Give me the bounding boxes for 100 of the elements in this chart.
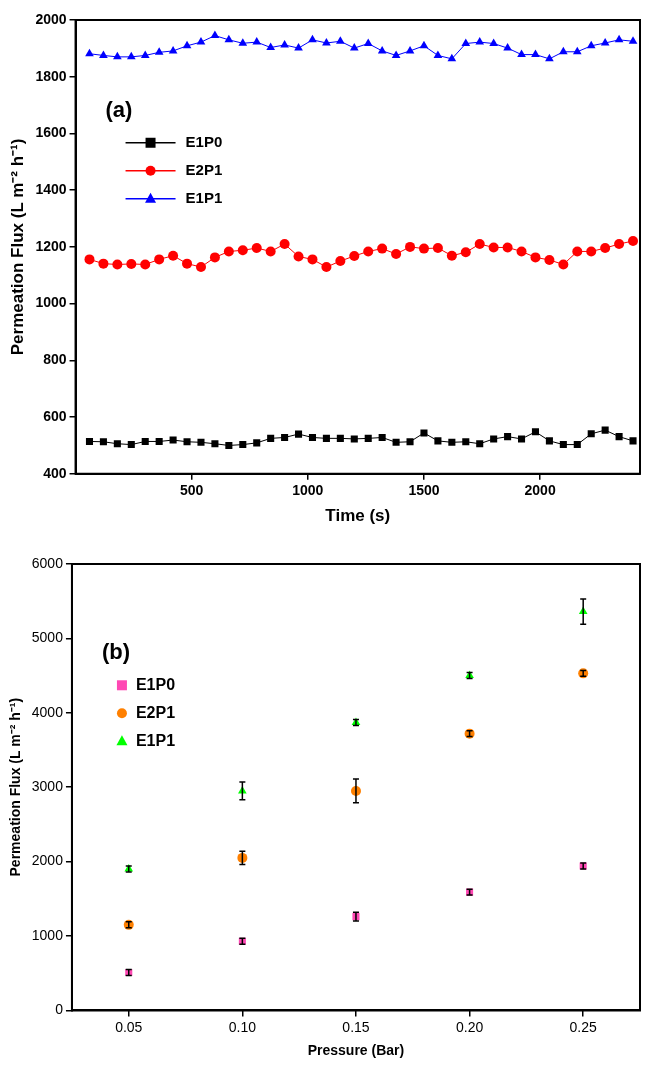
point (490, 435, 498, 443)
point (559, 441, 567, 449)
point (516, 246, 527, 257)
point (587, 430, 595, 438)
point (600, 243, 611, 254)
point (460, 247, 471, 258)
point (85, 48, 94, 57)
point (419, 40, 429, 49)
point (98, 258, 109, 269)
point (629, 437, 637, 445)
y-tick-label: 1800 (35, 67, 67, 84)
legend-label: E1P0 (135, 675, 176, 693)
point (308, 34, 317, 43)
point (448, 438, 456, 446)
point (545, 53, 554, 62)
point (405, 241, 416, 252)
point (558, 259, 569, 270)
x-tick-label: 0.10 (228, 1018, 257, 1035)
y-tick-label: 0 (55, 1001, 64, 1018)
point (517, 49, 526, 58)
point (461, 38, 471, 47)
point (474, 239, 485, 250)
point (462, 438, 470, 446)
point (182, 258, 193, 269)
legend-label: E2P1 (185, 160, 223, 178)
point (418, 243, 429, 254)
point (183, 438, 191, 446)
x-axis-title: Time (s) (325, 506, 391, 526)
point (195, 262, 206, 273)
point (502, 242, 513, 253)
point (238, 38, 248, 46)
point (197, 438, 205, 446)
point (239, 441, 247, 449)
point (377, 243, 388, 254)
point (127, 441, 135, 449)
point (615, 433, 623, 441)
point (266, 42, 275, 51)
point (113, 51, 122, 60)
point (154, 254, 165, 265)
y-axis-title: Permeation Flux (L m⁻² h⁻¹) (7, 138, 27, 356)
point (518, 435, 526, 443)
point (223, 246, 234, 257)
point (211, 440, 219, 448)
point (294, 43, 303, 51)
point (446, 250, 457, 261)
point (182, 40, 192, 49)
point (531, 49, 540, 58)
point (586, 246, 597, 257)
point (378, 433, 386, 442)
y-tick-label: 3000 (31, 778, 64, 795)
point (434, 437, 442, 445)
y-axis-title: Permeation Flux (L m⁻² h⁻¹) (7, 697, 24, 877)
point (253, 439, 261, 447)
point (391, 248, 402, 259)
point (586, 40, 596, 49)
y-tick-label: 1400 (35, 181, 67, 198)
point (614, 34, 624, 43)
point (544, 254, 555, 265)
point (432, 243, 443, 254)
y-tick-label: 2000 (35, 10, 67, 27)
point (140, 50, 150, 58)
point (420, 429, 428, 437)
point (628, 235, 639, 246)
point (503, 43, 512, 51)
point (237, 245, 248, 256)
point (141, 437, 149, 445)
point (391, 50, 401, 58)
point (140, 259, 151, 270)
point (126, 258, 137, 269)
point (295, 430, 303, 438)
point (293, 251, 304, 262)
point (252, 37, 262, 45)
point (84, 254, 95, 265)
legend-label: E1P1 (135, 731, 176, 749)
y-tick-label: 1000 (31, 926, 64, 943)
point (601, 426, 609, 434)
point (267, 434, 275, 442)
point (364, 434, 372, 442)
point (392, 438, 400, 446)
point (210, 30, 220, 39)
point (545, 437, 553, 445)
point (363, 246, 374, 257)
point (559, 46, 568, 55)
x-tick-label: 0.25 (569, 1018, 598, 1035)
x-axis-title: Pressure (Bar) (307, 1042, 405, 1059)
point (265, 246, 276, 257)
y-tick-label: 5000 (31, 629, 64, 646)
point (447, 53, 457, 62)
point (168, 250, 179, 261)
point (99, 50, 108, 58)
x-tick-label: 1000 (292, 482, 324, 499)
point (126, 51, 136, 60)
y-tick-label: 1000 (35, 294, 67, 311)
legend-label: E2P1 (135, 703, 176, 721)
point (99, 438, 107, 446)
point (335, 256, 346, 267)
point (488, 242, 499, 253)
point (169, 436, 177, 444)
point (225, 441, 233, 449)
point (155, 437, 163, 445)
